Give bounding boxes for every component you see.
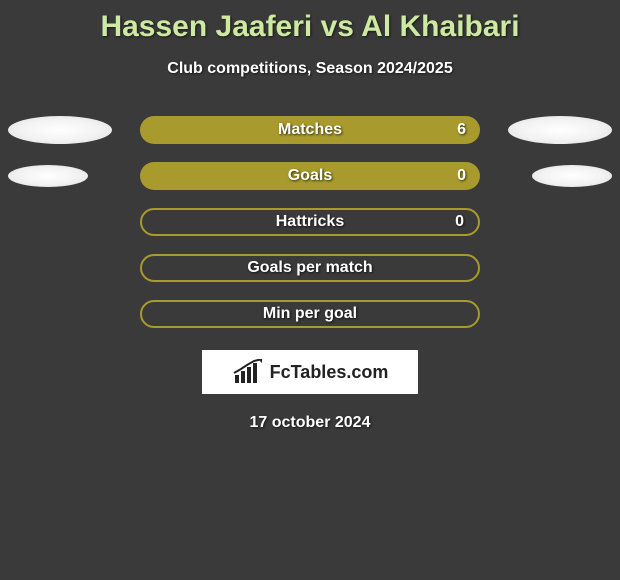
stat-label: Goals per match bbox=[247, 259, 372, 277]
stat-row: Matches 6 bbox=[0, 116, 620, 144]
comparison-card: Hassen Jaaferi vs Al Khaibari Club compe… bbox=[0, 0, 620, 580]
stat-value: 0 bbox=[455, 213, 464, 231]
stat-label: Min per goal bbox=[263, 305, 357, 323]
stat-bar: Goals 0 bbox=[140, 162, 480, 190]
logo-text: FcTables.com bbox=[270, 362, 389, 383]
stat-bar: Min per goal bbox=[140, 300, 480, 328]
player-badge-left bbox=[8, 165, 88, 187]
stat-label: Goals bbox=[288, 167, 332, 185]
chart-bars-icon bbox=[232, 359, 266, 385]
stats-container: Matches 6 Goals 0 Hattricks 0 Goals per match M… bbox=[0, 116, 620, 328]
stat-row: Min per goal bbox=[0, 300, 620, 328]
date-text: 17 october 2024 bbox=[0, 414, 620, 432]
player-badge-right bbox=[508, 116, 612, 144]
stat-label: Matches bbox=[278, 121, 342, 139]
player-badge-left bbox=[8, 116, 112, 144]
stat-row: Goals per match bbox=[0, 254, 620, 282]
stat-value: 6 bbox=[457, 121, 466, 139]
stat-row: Hattricks 0 bbox=[0, 208, 620, 236]
logo-box: FcTables.com bbox=[202, 350, 418, 394]
stat-value: 0 bbox=[457, 167, 466, 185]
stat-bar: Hattricks 0 bbox=[140, 208, 480, 236]
stat-label: Hattricks bbox=[276, 213, 344, 231]
stat-row: Goals 0 bbox=[0, 162, 620, 190]
player-badge-right bbox=[532, 165, 612, 187]
stat-bar: Matches 6 bbox=[140, 116, 480, 144]
stat-bar: Goals per match bbox=[140, 254, 480, 282]
page-title: Hassen Jaaferi vs Al Khaibari bbox=[0, 0, 620, 44]
subtitle: Club competitions, Season 2024/2025 bbox=[0, 60, 620, 78]
